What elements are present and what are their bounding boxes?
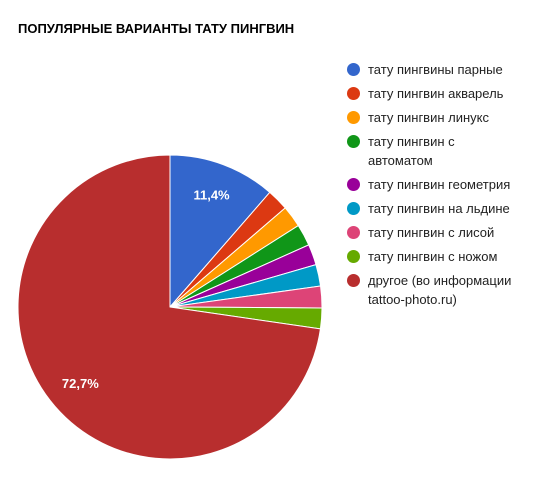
legend-label: тату пингвин на льдине	[368, 201, 510, 216]
legend-item: тату пингвины парные	[345, 60, 520, 79]
value-label: 11,4%	[193, 187, 230, 202]
legend-item: тату пингвин с ножом	[345, 247, 520, 266]
legend-label: тату пингвины парные	[368, 62, 503, 77]
legend-item: тату пингвин линукс	[345, 108, 520, 127]
pie-slice	[17, 154, 321, 460]
legend-item: тату пингвин с лисой	[345, 223, 520, 242]
legend-item: тату пингвин геометрия	[345, 175, 520, 194]
value-label: 72,7%	[62, 376, 99, 391]
legend-label: тату пингвин с автоматом	[368, 134, 455, 168]
legend-marker	[347, 250, 360, 263]
legend-marker	[347, 226, 360, 239]
legend-marker	[347, 178, 360, 191]
legend-item: тату пингвин с автоматом	[345, 132, 520, 170]
legend-item: тату пингвин на льдине	[345, 199, 520, 218]
legend-marker	[347, 63, 360, 76]
legend-label: тату пингвин с лисой	[368, 225, 495, 240]
legend-item: тату пингвин акварель	[345, 84, 520, 103]
legend-marker	[347, 135, 360, 148]
legend: тату пингвины парные тату пингвин акварел…	[345, 60, 520, 314]
legend-marker	[347, 202, 360, 215]
legend-label: тату пингвин линукс	[368, 110, 490, 125]
legend-item: другое (во информации tattoo-photo.ru)	[345, 271, 520, 309]
legend-label: тату пингвин геометрия	[368, 177, 511, 192]
legend-marker	[347, 274, 360, 287]
legend-label: тату пингвин акварель	[368, 86, 504, 101]
chart-title: ПОПУЛЯРНЫЕ ВАРИАНТЫ ТАТУ ПИНГВИН	[18, 21, 295, 36]
legend-label: тату пингвин с ножом	[368, 249, 498, 264]
legend-marker	[347, 111, 360, 124]
pie-slice	[169, 154, 271, 309]
legend-marker	[347, 87, 360, 100]
legend-label: другое (во информации tattoo-photo.ru)	[368, 273, 512, 307]
